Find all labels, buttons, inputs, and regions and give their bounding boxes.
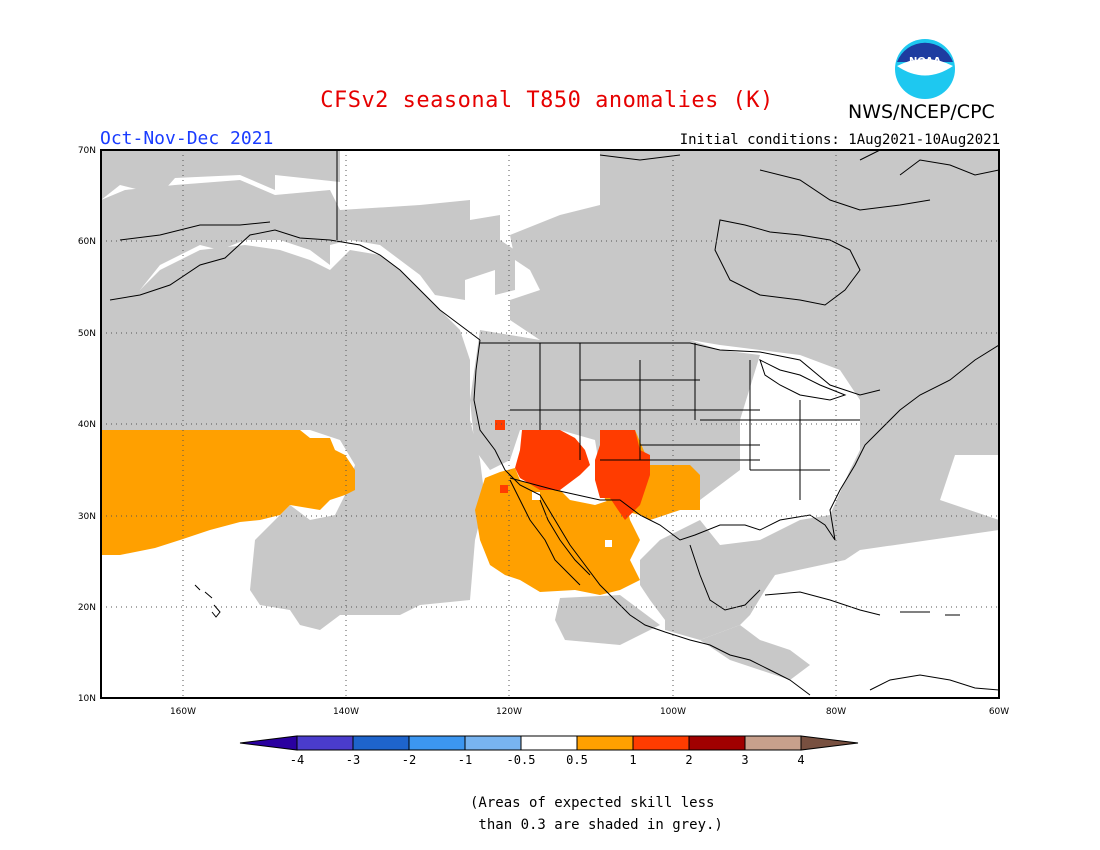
colorbar-low-arrow — [239, 735, 298, 751]
lat-tick: 20N — [78, 603, 96, 613]
colorbar-segment — [520, 735, 578, 751]
initial-conditions: Initial conditions: 1Aug2021-10Aug2021 — [679, 132, 1000, 148]
lon-tick: 160W — [170, 707, 196, 717]
lat-axis: 70N 60N 50N 40N 30N 20N 10N — [78, 146, 96, 704]
map-area — [101, 150, 999, 698]
lat-tick: 70N — [78, 146, 96, 156]
noaa-logo: NOAA — [895, 39, 955, 99]
coastlines — [109, 150, 999, 696]
colorbar-label: 3 — [741, 753, 748, 767]
anomaly-1-2 — [495, 420, 650, 520]
colorbar-label: 0.5 — [566, 753, 588, 767]
lon-tick: 80W — [826, 707, 846, 717]
colorbar-label: -1 — [458, 753, 472, 767]
colorbar-segment — [408, 735, 466, 751]
colorbar-segment — [352, 735, 410, 751]
colorbar-label: 4 — [797, 753, 804, 767]
lon-axis: 160W 140W 120W 100W 80W 60W — [170, 707, 1009, 717]
lat-tick: 50N — [78, 329, 96, 339]
colorbar-high-arrow — [800, 735, 859, 751]
low-skill-shading — [101, 150, 999, 680]
lon-tick: 140W — [333, 707, 359, 717]
colorbar-segment — [464, 735, 522, 751]
colorbar-label: -4 — [290, 753, 304, 767]
colorbar-segment — [576, 735, 634, 751]
skill-footnote: (Areas of expected skill less than 0.3 a… — [470, 795, 723, 833]
colorbar-segment — [688, 735, 746, 751]
colorbar — [239, 735, 859, 751]
lat-tick: 10N — [78, 694, 96, 704]
colorbar-label: 1 — [629, 753, 636, 767]
lat-tick: 60N — [78, 237, 96, 247]
colorbar-segment — [744, 735, 802, 751]
lon-tick: 60W — [989, 707, 1009, 717]
lon-tick: 120W — [496, 707, 522, 717]
logo-text: NOAA — [909, 56, 941, 67]
lat-tick: 40N — [78, 420, 96, 430]
colorbar-label: -0.5 — [507, 753, 536, 767]
colorbar-label: -2 — [402, 753, 416, 767]
chart-title: CFSv2 seasonal T850 anomalies (K) — [320, 88, 774, 113]
colorbar-label: 2 — [685, 753, 692, 767]
colorbar-label: -3 — [346, 753, 360, 767]
map-frame — [100, 149, 1000, 699]
colorbar-labels: -4 -3 -2 -1 -0.5 0.5 1 2 3 4 — [290, 753, 805, 767]
lon-tick: 100W — [660, 707, 686, 717]
colorbar-segment — [632, 735, 690, 751]
colorbar-segment — [296, 735, 354, 751]
lat-tick: 30N — [78, 512, 96, 522]
forecast-period: Oct-Nov-Dec 2021 — [100, 128, 274, 149]
agency-label: NWS/NCEP/CPC — [848, 101, 995, 123]
